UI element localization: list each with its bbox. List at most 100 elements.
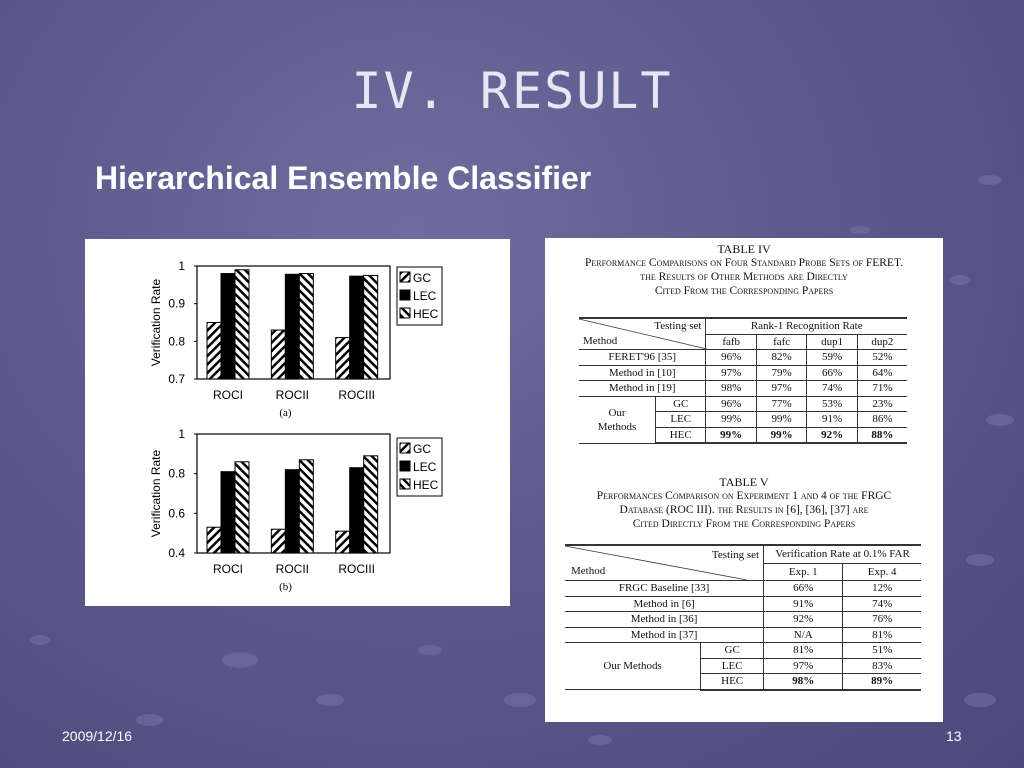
column-header: fafb bbox=[705, 334, 757, 350]
value-cell: 89% bbox=[842, 673, 921, 691]
table5-caption-line: Database (ROC III). the Results in [6], … bbox=[619, 504, 869, 516]
table-row: Our Methods GC 96% 77% 53% 23% bbox=[579, 396, 907, 444]
table-row: Method in [10] 97% 79% 66% 64% bbox=[579, 365, 907, 381]
y-tick-label: 1 bbox=[178, 427, 185, 441]
table-row: Method in [6] 91% 74% bbox=[565, 596, 921, 612]
table-panel: TABLE IV Performance Comparisons on Four… bbox=[545, 238, 943, 722]
method-cell: FRGC Baseline [33] bbox=[565, 580, 764, 597]
header-testing-set: Testing set bbox=[654, 320, 702, 332]
column-header: dup2 bbox=[856, 334, 907, 350]
value-cell: 59% bbox=[806, 349, 858, 366]
value-cell: 99% bbox=[705, 411, 757, 428]
bar-gc bbox=[270, 528, 286, 554]
diagonal-header-cell: Testing set Method bbox=[565, 544, 764, 581]
method-cell: Method in [37] bbox=[565, 627, 764, 643]
chart-panel: 1 0.9 0.8 0.7 Verification Rate ROCI ROCII ROCI… bbox=[85, 239, 510, 606]
x-tick-label: ROCII bbox=[276, 388, 309, 402]
table-row: fafb fafc dup1 dup2 bbox=[579, 334, 907, 350]
footer-page-number: 13 bbox=[946, 728, 962, 744]
method-cell: HEC bbox=[700, 673, 764, 691]
bar-gc bbox=[270, 329, 286, 380]
table4-caption-line: Performance Comparisons on Four Standard… bbox=[584, 257, 904, 269]
method-cell: LEC bbox=[654, 411, 706, 428]
value-cell: 12% bbox=[842, 580, 921, 597]
slide-title: IV. RESULT bbox=[351, 62, 673, 120]
legend-swatch bbox=[399, 289, 411, 301]
chart-caption: (a) bbox=[279, 407, 292, 419]
method-cell: LEC bbox=[700, 658, 764, 674]
table-row: FERET'96 [35] 96% 82% 59% 52% bbox=[579, 349, 907, 366]
our-methods-label: Our Methods bbox=[565, 642, 701, 690]
chart-caption: (b) bbox=[279, 581, 292, 593]
x-tick-label: ROCI bbox=[213, 562, 243, 576]
y-tick-label: 0.4 bbox=[168, 546, 185, 560]
bar-lec bbox=[284, 469, 300, 554]
bar-gc bbox=[335, 337, 351, 380]
value-cell: 91% bbox=[763, 596, 843, 612]
legend-label: HEC bbox=[413, 307, 439, 321]
y-axis-label: Verification Rate bbox=[149, 449, 163, 537]
table4-caption-line: the Results of Other Methods are Directl… bbox=[640, 271, 848, 283]
table-row: HEC 98% 89% bbox=[565, 673, 921, 691]
method-cell: GC bbox=[700, 642, 764, 659]
footer-date: 2009/12/16 bbox=[62, 728, 133, 744]
value-cell: 83% bbox=[842, 658, 921, 674]
value-cell: 99% bbox=[755, 411, 807, 428]
bar-hec bbox=[234, 269, 250, 380]
table-row: Method in [19] 98% 97% 74% 71% bbox=[579, 380, 907, 397]
value-cell: 92% bbox=[806, 427, 858, 444]
bar-hec bbox=[234, 461, 250, 554]
table-row: Method in [37] N/A 81% bbox=[565, 627, 921, 643]
x-tick-label: ROCIII bbox=[338, 562, 375, 576]
bar-gc bbox=[335, 530, 351, 554]
table5-title: TABLE V bbox=[719, 475, 769, 489]
y-tick-label: 0.9 bbox=[168, 297, 185, 311]
table-row: Testing set Method Verification Rate at … bbox=[565, 543, 921, 581]
legend-swatch bbox=[399, 442, 411, 454]
value-cell: 74% bbox=[806, 380, 858, 397]
y-tick-label: 0.6 bbox=[168, 506, 185, 520]
table-row: FRGC Baseline [33] 66% 12% bbox=[565, 580, 921, 597]
value-cell: 91% bbox=[806, 411, 858, 428]
bar-lec bbox=[349, 467, 365, 554]
legend-label: LEC bbox=[413, 289, 437, 303]
value-cell: 97% bbox=[755, 380, 807, 397]
method-cell: Method in [10] bbox=[579, 365, 706, 381]
bar-charts: 1 0.9 0.8 0.7 Verification Rate ROCI ROCII ROCI… bbox=[149, 259, 443, 593]
diagonal-line bbox=[565, 546, 747, 580]
legend-swatch bbox=[399, 307, 411, 319]
bar-lec bbox=[220, 273, 236, 380]
x-tick-label: ROCII bbox=[276, 562, 309, 576]
y-axis-label: Verification Rate bbox=[149, 278, 163, 366]
legend-label: LEC bbox=[413, 460, 437, 474]
bar-gc bbox=[206, 322, 222, 380]
bar-lec bbox=[349, 275, 365, 380]
value-cell: 96% bbox=[705, 396, 757, 412]
table-row: Testing set Method Rank-1 Recognition Ra… bbox=[579, 317, 907, 350]
y-tick-label: 0.8 bbox=[168, 334, 185, 348]
diagonal-line bbox=[579, 319, 707, 349]
value-cell: 71% bbox=[856, 380, 907, 397]
value-cell: 98% bbox=[763, 673, 843, 691]
legend-label: HEC bbox=[413, 478, 439, 492]
bar-hec bbox=[363, 274, 379, 380]
value-cell: 86% bbox=[856, 411, 907, 428]
method-cell: Method in [36] bbox=[565, 611, 764, 628]
y-tick-label: 0.7 bbox=[168, 372, 185, 386]
table-row: LEC 97% 83% bbox=[565, 658, 921, 674]
column-header: Exp. 4 bbox=[842, 563, 921, 582]
column-header: dup1 bbox=[806, 334, 858, 350]
bar-hec bbox=[363, 455, 379, 554]
value-cell: 76% bbox=[842, 611, 921, 628]
method-cell: HEC bbox=[654, 427, 706, 444]
value-cell: N/A bbox=[763, 627, 843, 643]
value-cell: 99% bbox=[755, 427, 807, 444]
diagonal-header-cell: Testing set Method bbox=[579, 317, 707, 350]
column-header: Exp. 1 bbox=[763, 563, 843, 582]
table-row: Exp. 1 Exp. 4 bbox=[565, 563, 921, 582]
value-cell: 64% bbox=[856, 365, 907, 381]
method-cell: GC bbox=[654, 396, 706, 412]
bar-gc bbox=[206, 526, 222, 554]
legend-label: GC bbox=[413, 442, 431, 456]
